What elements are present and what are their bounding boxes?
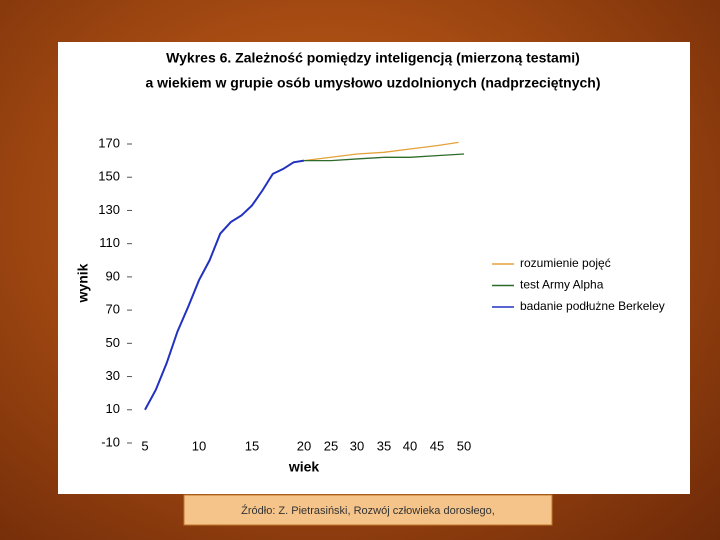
series-line [144,159,305,411]
x-tick-label: 45 [430,438,444,453]
x-axis-label: wiek [288,459,320,475]
y-tick-label: 150 [98,169,120,184]
x-tick-label: 50 [457,438,471,453]
source-box [183,494,553,526]
y-tick-label: 70 [106,302,120,317]
x-tick-label: 30 [350,438,364,453]
legend [485,250,687,317]
x-tick-label: 25 [324,438,338,453]
y-tick-label: -10 [101,434,120,449]
y-tick-label: 30 [106,368,120,383]
x-tick-label: 40 [403,438,417,453]
y-tick-label: 10 [106,401,120,416]
y-axis-label: wynik [75,263,91,303]
y-tick-label: 110 [99,235,120,250]
y-tick-label: 90 [106,268,120,283]
chart-title: a wiekiem w grupie osób umysłowo uzdolni… [145,75,600,91]
legend-label: test Army Alpha [520,278,604,292]
y-tick-label: 130 [98,202,120,217]
x-tick-label: 15 [245,438,259,453]
x-tick-label: 5 [141,438,148,453]
x-tick-label: 35 [377,438,391,453]
series-line [303,141,459,162]
series-line [304,153,465,162]
legend-label: badanie podłużne Berkeley [520,299,665,313]
legend-label: rozumienie pojęć [520,256,611,270]
y-tick-label: 170 [98,135,120,150]
source: Źródło: Z. Pietrasiński, Rozwój człowiek… [241,504,495,517]
x-tick-label: 10 [192,438,206,453]
y-tick-label: 50 [106,335,120,350]
x-tick-label: 20 [297,438,311,453]
chart-title: Wykres 6. Zależność pomiędzy inteligencj… [166,50,580,66]
